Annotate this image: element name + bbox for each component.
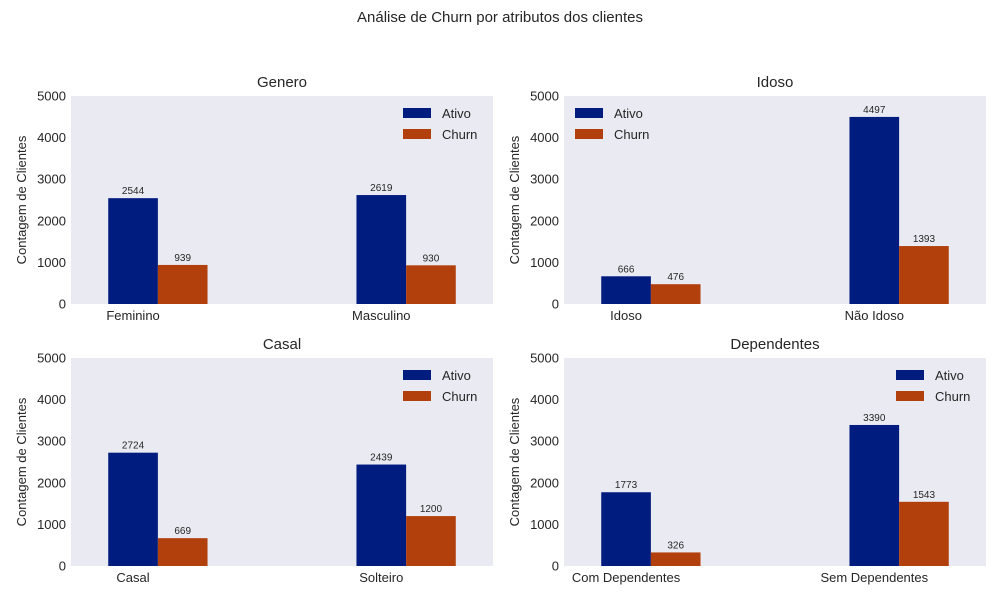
legend-swatch	[403, 108, 431, 118]
bar-churn	[157, 264, 208, 304]
y-tick-label: 0	[552, 297, 559, 312]
x-tick-label: Masculino	[352, 308, 411, 323]
legend-label: Ativo	[442, 368, 471, 383]
bar-churn	[650, 552, 701, 566]
data-label: 326	[667, 540, 684, 551]
data-label: 4497	[863, 105, 886, 116]
chart-title: Dependentes	[730, 336, 819, 353]
y-tick-label: 4000	[530, 392, 559, 407]
y-tick-label: 2000	[37, 213, 66, 228]
legend-label: Ativo	[614, 106, 643, 121]
y-axis-label: Contagem de Clientes	[507, 135, 522, 264]
data-label: 1543	[913, 490, 936, 501]
data-label: 930	[423, 253, 440, 264]
y-tick-label: 0	[59, 559, 66, 574]
data-label: 669	[174, 526, 191, 537]
data-label: 2544	[122, 186, 145, 197]
chart-panel-3: Dependentes 0 1000 2000 3000 4000 5000 Contagem…	[507, 336, 986, 585]
x-tick-label: Feminino	[106, 308, 159, 323]
y-tick-label: 5000	[530, 89, 559, 104]
legend-label: Churn	[935, 389, 970, 404]
legend-swatch	[403, 391, 431, 401]
bar-churn	[650, 284, 701, 304]
y-tick-label: 2000	[37, 475, 66, 490]
bar-ativo	[849, 116, 900, 304]
y-tick-label: 2000	[530, 475, 559, 490]
legend-swatch	[403, 129, 431, 139]
x-tick-label: Com Dependentes	[572, 570, 681, 585]
chart-title: Idoso	[757, 74, 794, 91]
legend-label: Churn	[442, 127, 477, 142]
bar-ativo	[601, 492, 651, 566]
y-tick-label: 1000	[37, 255, 66, 270]
figure-title: Análise de Churn por atributos dos clien…	[357, 9, 643, 26]
y-axis-label: Contagem de Clientes	[14, 135, 29, 264]
data-label: 3390	[863, 413, 886, 424]
bar-ativo	[108, 198, 158, 304]
y-tick-label: 1000	[530, 517, 559, 532]
legend-swatch	[575, 108, 603, 118]
bar-ativo	[356, 195, 407, 304]
legend-label: Churn	[614, 127, 649, 142]
bar-churn	[899, 501, 949, 566]
x-tick-label: Não Idoso	[845, 308, 904, 323]
data-label: 2724	[122, 441, 145, 452]
data-label: 1393	[913, 234, 936, 245]
y-axis-label: Contagem de Clientes	[507, 397, 522, 526]
legend-swatch	[403, 370, 431, 380]
y-tick-label: 5000	[37, 351, 66, 366]
legend-swatch	[896, 370, 924, 380]
bar-ativo	[356, 464, 407, 566]
bar-churn	[406, 265, 456, 304]
legend-label: Ativo	[442, 106, 471, 121]
bar-ativo	[601, 276, 651, 304]
legend-label: Ativo	[935, 368, 964, 383]
data-label: 666	[618, 264, 635, 275]
chart-title: Casal	[263, 336, 301, 353]
y-tick-label: 3000	[37, 434, 66, 449]
bar-churn	[899, 246, 949, 304]
bar-ativo	[849, 424, 900, 566]
chart-title: Genero	[257, 74, 307, 91]
data-label: 1200	[420, 504, 443, 515]
bar-churn	[157, 538, 208, 566]
y-tick-label: 4000	[37, 392, 66, 407]
y-tick-label: 5000	[37, 89, 66, 104]
y-axis-label: Contagem de Clientes	[14, 397, 29, 526]
x-tick-label: Casal	[116, 570, 149, 585]
x-tick-label: Sem Dependentes	[820, 570, 928, 585]
y-tick-label: 4000	[530, 130, 559, 145]
data-label: 476	[667, 272, 684, 283]
y-tick-label: 4000	[37, 130, 66, 145]
y-tick-label: 3000	[530, 172, 559, 187]
chart-panel-2: Casal 0 1000 2000 3000 4000 5000 Contagem de Cl…	[14, 336, 493, 585]
data-label: 2619	[370, 183, 393, 194]
x-tick-label: Solteiro	[359, 570, 403, 585]
chart-panel-1: Idoso 0 1000 2000 3000 4000 5000 Contagem de Cl…	[507, 74, 986, 323]
y-tick-label: 1000	[530, 255, 559, 270]
x-tick-label: Idoso	[610, 308, 642, 323]
y-tick-label: 3000	[37, 172, 66, 187]
legend-swatch	[896, 391, 924, 401]
y-tick-label: 0	[552, 559, 559, 574]
y-tick-label: 0	[59, 297, 66, 312]
data-label: 2439	[370, 453, 393, 464]
chart-panel-0: Genero 0 1000 2000 3000 4000 5000 Contagem de C…	[14, 74, 493, 323]
legend-label: Churn	[442, 389, 477, 404]
bar-churn	[406, 516, 456, 566]
data-label: 1773	[615, 480, 638, 491]
data-label: 939	[174, 253, 191, 264]
y-tick-label: 1000	[37, 517, 66, 532]
y-tick-label: 3000	[530, 434, 559, 449]
y-tick-label: 2000	[530, 213, 559, 228]
bar-ativo	[108, 452, 158, 566]
y-tick-label: 5000	[530, 351, 559, 366]
legend-swatch	[575, 129, 603, 139]
